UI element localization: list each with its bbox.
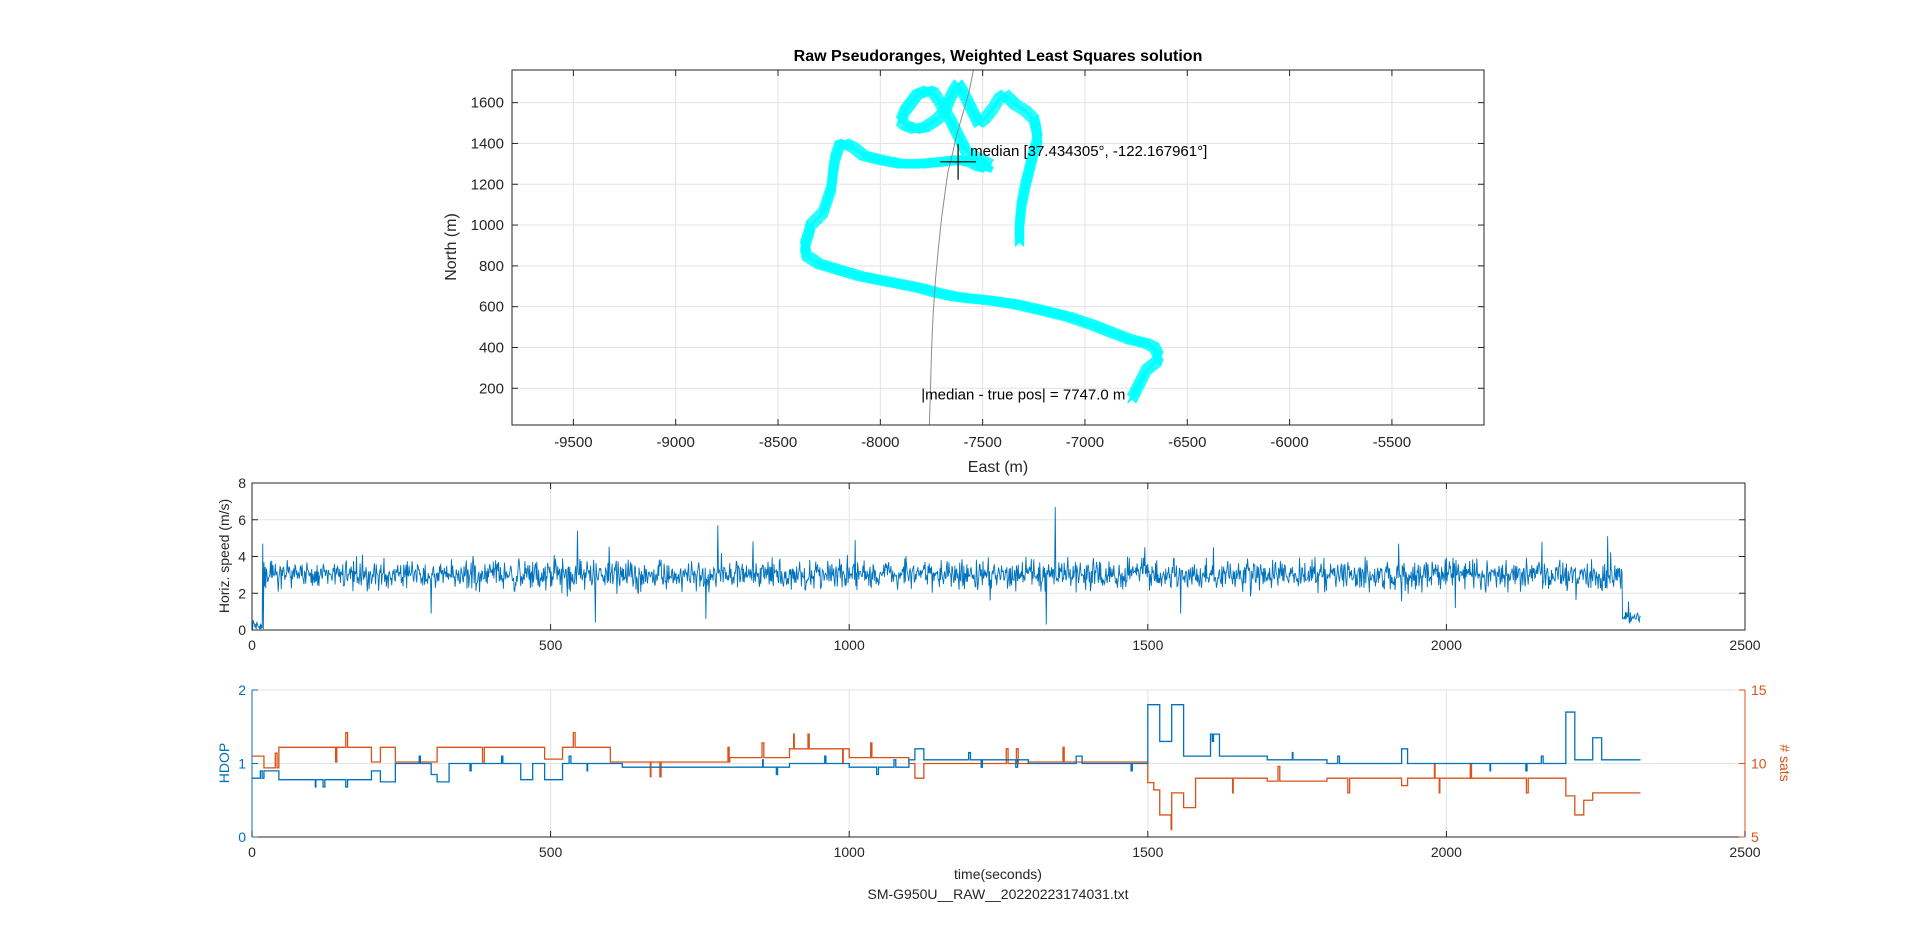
trajectory-x-marker — [819, 260, 830, 271]
hdop-axis-label: HDOP — [216, 743, 232, 783]
speed-xtick-label: 500 — [539, 637, 563, 653]
speed-xtick-label: 2000 — [1431, 637, 1462, 653]
speed-ytick-label: 2 — [238, 585, 246, 601]
trajectory-x-marker — [852, 270, 864, 281]
position-xtick-label: -9000 — [657, 434, 695, 451]
position-ytick-label: 1200 — [471, 176, 504, 193]
sats-ytick-label: 15 — [1751, 682, 1767, 698]
position-xtick-label: -8000 — [861, 434, 899, 451]
speed-plot-series — [252, 506, 1641, 630]
hdop-xtick-label: 2500 — [1729, 844, 1760, 860]
speed-xtick-label: 2500 — [1729, 637, 1760, 653]
trajectory-x-marker — [839, 266, 851, 277]
position-ytick-label: 400 — [479, 339, 504, 356]
position-plot-annotations: median [37.434305°, -122.167961°] |median… — [921, 143, 1207, 404]
trajectory-x-marker — [805, 221, 816, 232]
hdop-xtick-label: 0 — [248, 844, 256, 860]
position-plot: median [37.434305°, -122.167961°] |median… — [443, 48, 1485, 476]
trajectory-x-marker — [838, 265, 849, 277]
position-xtick-label: -7000 — [1066, 434, 1104, 451]
hdop-sats-plot: 0 500 1000 1500 2000 2500 0 1 2 5 10 15 HDOP # sats… — [216, 682, 1793, 882]
position-ytick-label: 800 — [479, 258, 504, 275]
trajectory-x-marker — [1126, 334, 1137, 345]
trajectory-x-marker — [841, 267, 852, 278]
trajectory-x-marker — [1014, 236, 1025, 247]
position-plot-ticks: -9500 -9000 -8500 -8000 -7500 -7000 -6500 -6000… — [471, 70, 1484, 451]
trajectory-x-marker — [918, 122, 929, 133]
error-annotation: |median - true pos| = 7747.0 m — [921, 386, 1125, 403]
speed-plot-ticks: 0 500 1000 1500 2000 2500 0 2 4 6 8 — [238, 475, 1761, 653]
speed-xtick-label: 1500 — [1132, 637, 1163, 653]
speed-xtick-label: 1000 — [834, 637, 865, 653]
trajectory-x-marker — [836, 265, 847, 276]
hdop-xtick-label: 500 — [539, 844, 563, 860]
speed-series-line — [252, 506, 1641, 630]
position-xtick-label: -6500 — [1168, 434, 1206, 451]
speed-ytick-label: 6 — [238, 512, 246, 528]
trajectory-x-marker — [1014, 234, 1025, 245]
speed-xtick-label: 0 — [248, 637, 256, 653]
trajectory-x-marker — [849, 269, 860, 280]
position-ytick-label: 200 — [479, 380, 504, 397]
position-xtick-label: -5500 — [1373, 434, 1411, 451]
hdop-ytick-label: 2 — [238, 682, 246, 698]
trajectory-x-marker — [845, 268, 856, 279]
trajectory-x-marker — [830, 263, 841, 274]
hdop-ytick-label: 1 — [238, 756, 246, 772]
trajectory-x-marker — [843, 267, 854, 278]
hdop-sats-plot-series — [252, 704, 1641, 831]
trajectory-x-marker — [1014, 232, 1025, 243]
trajectory-x-marker — [847, 268, 858, 279]
reference-path-line — [928, 70, 974, 425]
position-plot-background — [512, 70, 1484, 425]
trajectory-x-marker — [854, 270, 865, 282]
position-plot-frame — [511, 69, 1485, 426]
hdop-series-line — [252, 704, 1641, 788]
trajectory-x-marker — [834, 264, 845, 276]
figure-footer-filename: SM-G950U__RAW__20220223174031.txt — [868, 886, 1129, 902]
sats-ytick-label: 10 — [1751, 756, 1767, 772]
median-annotation: median [37.434305°, -122.167961°] — [970, 143, 1207, 160]
sats-axis-label: # sats — [1777, 744, 1793, 781]
position-plot-xlabel: East (m) — [968, 459, 1028, 476]
hdop-ytick-label: 0 — [238, 829, 246, 845]
position-ytick-label: 1000 — [471, 217, 504, 234]
speed-plot-ylabel: Horiz. speed (m/s) — [216, 499, 232, 613]
trajectory-x-marker — [825, 262, 836, 273]
hdop-xtick-label: 1500 — [1132, 844, 1163, 860]
trajectory-x-marker — [817, 259, 828, 271]
hdop-xtick-label: 1000 — [834, 844, 865, 860]
median-plus-marker — [940, 143, 977, 180]
position-ytick-label: 1400 — [471, 135, 504, 152]
sats-ytick-label: 5 — [1751, 829, 1759, 845]
speed-ytick-label: 0 — [238, 622, 246, 638]
position-xtick-label: -8500 — [759, 434, 797, 451]
position-plot-series — [799, 70, 1164, 425]
trajectory-x-marker — [832, 264, 843, 275]
speed-ytick-label: 4 — [238, 549, 246, 565]
time-axis-label: time(seconds) — [954, 866, 1042, 882]
hdop-xtick-label: 2000 — [1431, 844, 1462, 860]
position-plot-title: Raw Pseudoranges, Weighted Least Squares… — [794, 48, 1203, 65]
position-ytick-label: 600 — [479, 299, 504, 316]
position-plot-ylabel: North (m) — [443, 213, 460, 281]
sats-series-line — [252, 731, 1641, 831]
trajectory-x-marker — [828, 263, 839, 274]
position-xtick-label: -9500 — [554, 434, 592, 451]
trajectory-x-marker — [821, 260, 832, 272]
hdop-sats-plot-ticks: 0 500 1000 1500 2000 2500 0 1 2 5 10 15 — [238, 682, 1767, 860]
trajectory-x-marker — [826, 262, 838, 273]
position-xtick-label: -6000 — [1270, 434, 1308, 451]
trajectory-x-marker — [851, 269, 862, 281]
position-xtick-label: -7500 — [963, 434, 1001, 451]
position-ytick-label: 1600 — [471, 95, 504, 112]
speed-plot: 0 500 1000 1500 2000 2500 0 2 4 6 8 Horiz. speed (… — [216, 475, 1761, 653]
trajectory-x-marker — [823, 261, 834, 272]
speed-ytick-label: 8 — [238, 475, 246, 491]
